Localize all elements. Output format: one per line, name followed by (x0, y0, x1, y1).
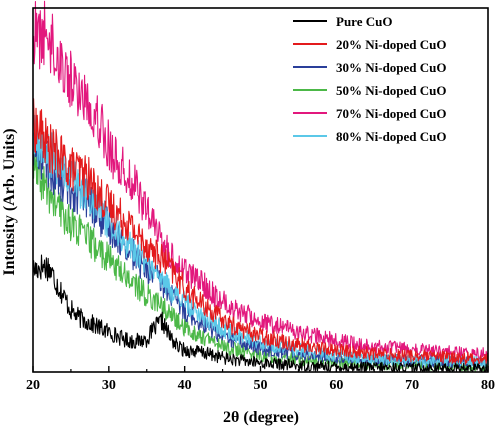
legend-label-2: 30% Ni-doped CuO (336, 60, 447, 75)
x-tick-label: 50 (254, 378, 268, 393)
series-line-3 (32, 149, 489, 372)
legend-label-4: 70% Ni-doped CuO (336, 106, 447, 121)
x-tick-label: 40 (178, 378, 192, 393)
series-line-1 (32, 98, 489, 366)
legend-label-0: Pure CuO (336, 14, 392, 29)
series-line-5 (32, 114, 489, 369)
x-axis: 20 30 40 50 60 70 80 (26, 366, 495, 393)
legend: Pure CuO 20% Ni-doped CuO 30% Ni-doped CuO… (293, 14, 447, 144)
x-tick-label: 80 (481, 378, 495, 393)
x-axis-title: 2θ (degree) (223, 409, 299, 426)
x-tick-label: 30 (102, 378, 116, 393)
x-tick-label: 70 (405, 378, 419, 393)
legend-label-5: 80% Ni-doped CuO (336, 129, 447, 144)
legend-label-1: 20% Ni-doped CuO (336, 37, 447, 52)
x-tick-label: 60 (329, 378, 343, 393)
legend-label-3: 50% Ni-doped CuO (336, 83, 447, 98)
y-axis-title: Intensity (Arb. Units) (1, 128, 18, 275)
x-tick-label: 20 (26, 378, 40, 393)
series-line-0 (32, 254, 489, 372)
series-layer (32, 0, 489, 372)
